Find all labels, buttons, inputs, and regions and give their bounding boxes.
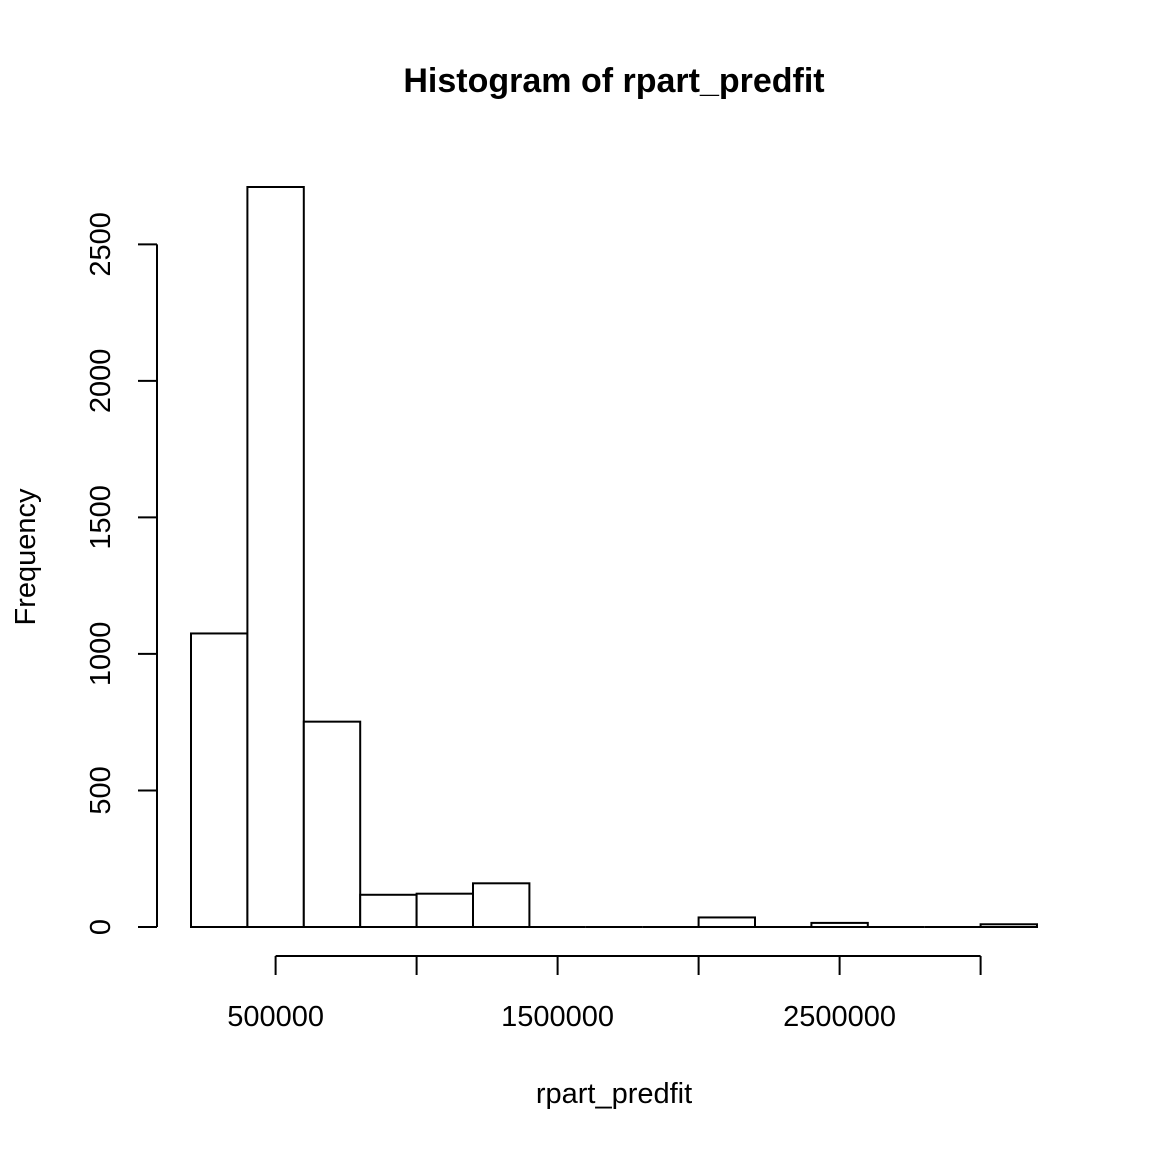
chart-title: Histogram of rpart_predfit: [403, 62, 824, 100]
x-tick-label: 500000: [227, 1001, 324, 1033]
x-axis-label: rpart_predfit: [536, 1078, 692, 1110]
y-tick-label: 500: [85, 766, 117, 814]
histogram-bar: [979, 923, 1038, 928]
histogram-bar: [415, 892, 475, 928]
y-axis-label: Frequency: [10, 488, 42, 626]
x-tick-label: 2500000: [783, 1001, 896, 1033]
y-tick-label: 2500: [85, 212, 117, 277]
y-tick-label: 0: [85, 919, 117, 935]
y-axis: 0 500 1000 1500 2000 2500: [85, 212, 158, 935]
histogram-bar: [302, 720, 362, 928]
x-tick-label: 1500000: [501, 1001, 614, 1033]
histogram-bar: [697, 916, 756, 929]
y-tick-label: 2000: [85, 349, 117, 414]
y-tick-label: 1500: [85, 485, 117, 550]
x-axis: 500000 1500000 2500000: [227, 955, 982, 1033]
histogram-bar: [190, 632, 249, 929]
histogram-bar: [810, 921, 869, 928]
y-tick-label: 1000: [85, 622, 117, 687]
histogram-bar: [246, 186, 305, 928]
histogram-bar: [472, 882, 531, 928]
bars-group: [190, 186, 1038, 929]
histogram-bar: [359, 893, 418, 929]
